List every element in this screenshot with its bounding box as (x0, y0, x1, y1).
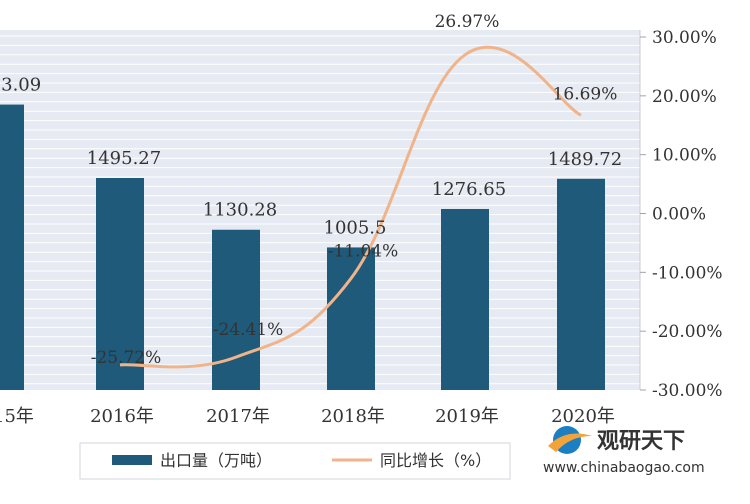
y2-tick-label: 0.00% (652, 205, 706, 225)
x-tick-label: 2019年 (435, 406, 499, 427)
bar-layer (0, 104, 605, 391)
growth-line (119, 45, 582, 369)
line-label-layer: -25.72% -24.41% -11.04% 26.97% 16.69% (91, 12, 618, 368)
grid-layer (0, 30, 646, 391)
bar (327, 247, 375, 390)
line-data-label: -25.72% (91, 348, 162, 368)
line-data-label: 26.97% (435, 12, 500, 32)
legend-swatch-bar (112, 455, 152, 465)
line-data-label: -11.04% (328, 241, 399, 261)
watermark-url: www.chinabaogao.com (543, 460, 705, 476)
bar-label-layer: 2013.09 1495.27 1130.28 1005.5 1276.65 1489.7… (0, 75, 622, 239)
watermark-logo: 观研天下 www.chinabaogao.com (543, 426, 705, 476)
line-data-label: -24.41% (213, 320, 284, 340)
line-layer (119, 45, 582, 369)
y2-tick-label: 10.00% (652, 146, 717, 166)
bar (557, 178, 605, 390)
logo-swoosh-icon (548, 433, 592, 452)
bar-data-label: 1489.72 (548, 149, 622, 170)
x-tick-label: 2016年 (90, 406, 154, 427)
bar (96, 178, 144, 390)
bar-data-label: 1276.65 (432, 179, 506, 200)
watermark-brand: 观研天下 (597, 429, 685, 454)
line-data-label: 16.69% (553, 84, 618, 104)
legend-label-bar: 出口量（万吨） (160, 451, 272, 470)
bar-data-label: 2013.09 (0, 75, 41, 96)
legend: 出口量（万吨） 同比增长（%） (79, 442, 511, 480)
y2-tick-label: -30.00% (652, 381, 723, 401)
y2-tick-label: 20.00% (652, 87, 717, 107)
y2-tick-label: 30.00% (652, 28, 717, 48)
y2-tick-label: -10.00% (652, 263, 723, 283)
legend-label-line: 同比增长（%） (380, 451, 491, 470)
bar-data-label: 1130.28 (203, 200, 277, 221)
bar-data-label: 1495.27 (87, 148, 161, 169)
bar-data-label: 1005.5 (324, 217, 387, 238)
x-tick-label: 2015年 (0, 406, 34, 427)
bar (0, 104, 24, 391)
y2-tick-label: -20.00% (652, 322, 723, 342)
x-tick-label: 2018年 (321, 406, 385, 427)
bar (441, 208, 489, 390)
x-tick-labels: 2015年 2016年 2017年 2018年 2019年 2020年 (0, 406, 615, 427)
bar (212, 229, 260, 390)
x-tick-label: 2017年 (206, 406, 270, 427)
y2-tick-labels: 30.00% 20.00% 10.00% 0.00% -10.00% -20.00% -30… (652, 28, 723, 401)
x-tick-label: 2020年 (551, 406, 615, 427)
